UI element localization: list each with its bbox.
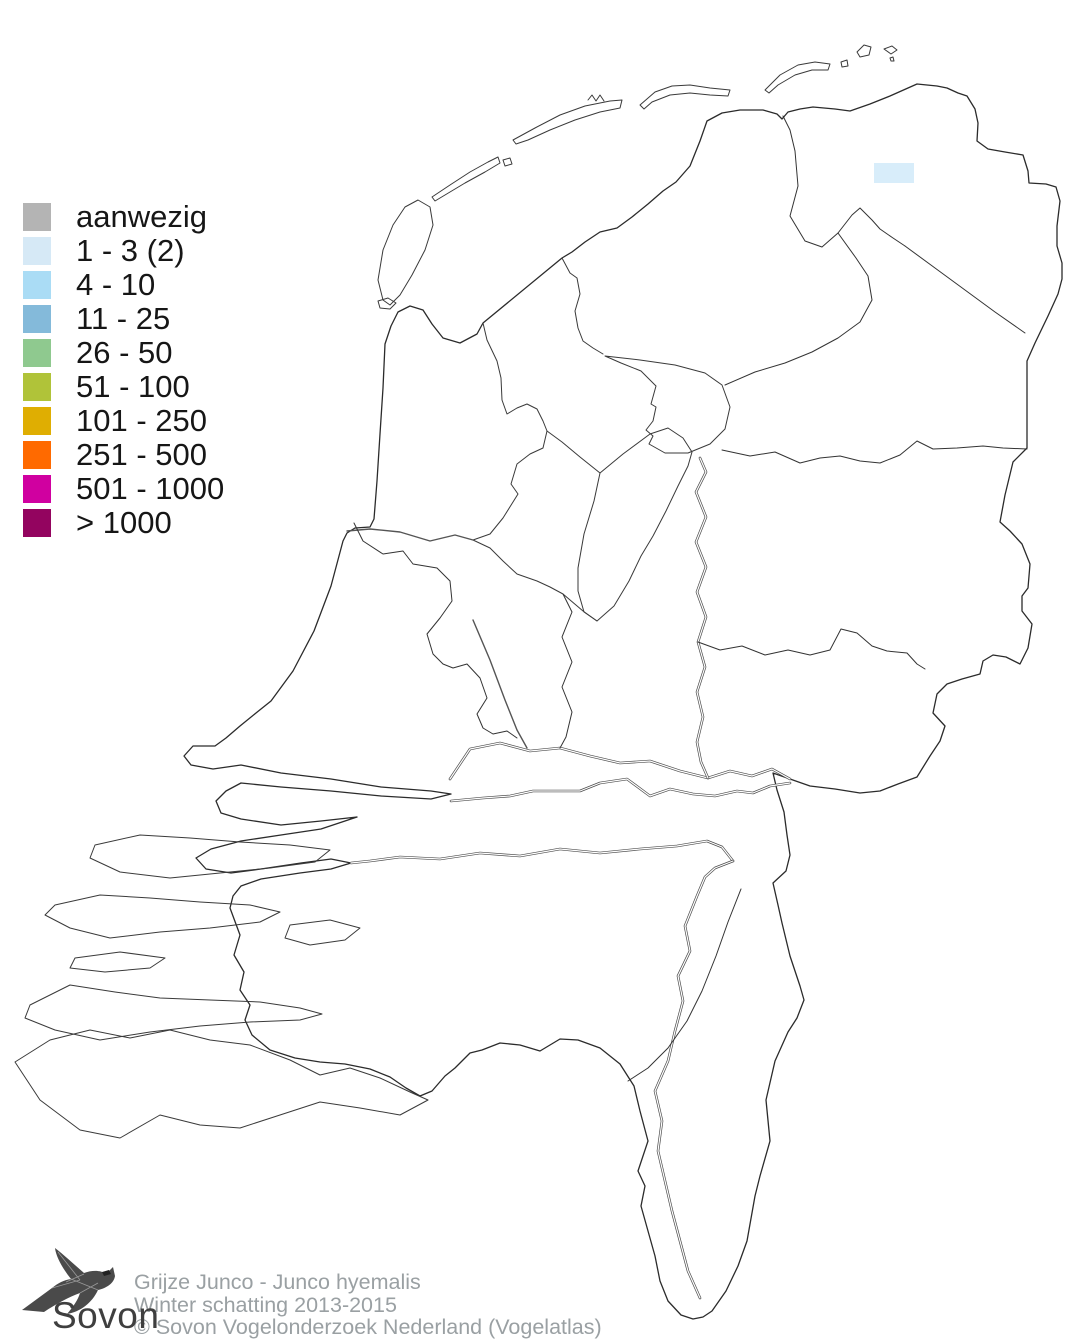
legend-swatch — [23, 339, 51, 367]
legend-swatch — [23, 475, 51, 503]
legend-label: 501 - 1000 — [76, 471, 225, 506]
flevoland-polders — [577, 355, 731, 622]
zeeland-islands — [14, 834, 429, 1139]
legend-label: 4 - 10 — [76, 267, 156, 302]
legend-row: > 1000 — [23, 505, 224, 540]
legend-label: aanwezig — [76, 199, 207, 234]
legend-label: 251 - 500 — [76, 437, 207, 472]
observation-cells-layer — [874, 163, 914, 183]
footer-caption: Grijze Junco - Junco hyemalis Winter sch… — [134, 1271, 602, 1339]
legend-swatch — [23, 203, 51, 231]
legend-label: 26 - 50 — [76, 335, 173, 370]
province-borders — [353, 115, 1028, 1082]
legend-swatch — [23, 237, 51, 265]
legend-label: 101 - 250 — [76, 403, 207, 438]
legend-swatch — [23, 271, 51, 299]
legend-row: 501 - 1000 — [23, 471, 225, 506]
legend-row: 101 - 250 — [23, 403, 224, 438]
wadden-islands — [377, 44, 898, 310]
legend-row: 11 - 25 — [23, 301, 224, 336]
sovon-logo — [22, 1248, 115, 1314]
legend-swatch — [23, 373, 51, 401]
legend-label: 1 - 3 (2) — [76, 233, 185, 268]
sovon-logo-text: Sovon — [52, 1295, 160, 1336]
legend-row: 51 - 100 — [23, 369, 224, 404]
copyright-line: © Sovon Vogelonderzoek Nederland (Vogela… — [134, 1315, 602, 1339]
rivers-layer — [349, 456, 792, 1300]
ijsselmeer-shores — [346, 257, 604, 749]
legend-swatch — [23, 305, 51, 333]
season-subtitle: Winter schatting 2013-2015 — [134, 1292, 397, 1317]
legend-label: 11 - 25 — [76, 301, 171, 336]
legend-swatch — [23, 509, 51, 537]
legend-swatch — [23, 407, 51, 435]
observation-cell — [874, 163, 914, 183]
legend: aanwezig 1 - 3 (2) 4 - 10 11 - 25 26 - 50 51 … — [23, 199, 225, 543]
legend-swatch — [23, 441, 51, 469]
swallow-icon — [22, 1248, 115, 1314]
mainland-coastline — [183, 83, 1063, 1320]
legend-row: aanwezig — [23, 199, 224, 234]
legend-row: 26 - 50 — [23, 335, 224, 370]
species-title: Grijze Junco - Junco hyemalis — [134, 1270, 421, 1294]
legend-row: 4 - 10 — [23, 267, 224, 302]
legend-label: 51 - 100 — [76, 369, 190, 404]
legend-label: > 1000 — [76, 505, 172, 540]
legend-row: 1 - 3 (2) — [23, 233, 224, 268]
legend-row: 251 - 500 — [23, 437, 224, 472]
